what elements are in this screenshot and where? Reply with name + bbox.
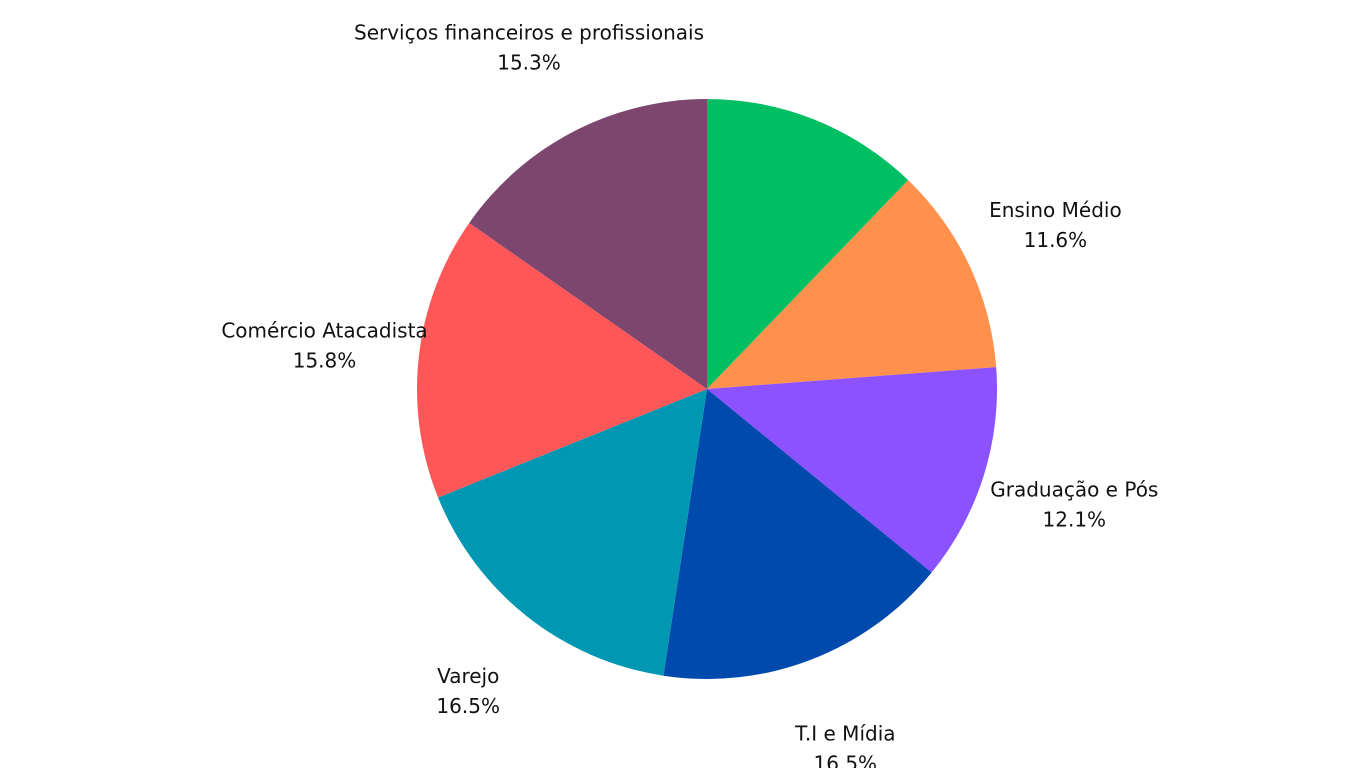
slice-percent-label: 16.5% [814, 751, 878, 768]
slice-percent-label: 11.6% [1024, 228, 1088, 252]
pie-labels: Ensino Médio 11.6% Graduação e Pós 12.1% T.I… [221, 21, 1158, 768]
pie-slice [707, 99, 909, 389]
pie-slice [707, 180, 997, 389]
pie-slice [416, 222, 707, 498]
slice-label: Comércio Atacadista [221, 319, 427, 343]
slice-label: Graduação e Pós [990, 478, 1158, 502]
slice-label: Ensino Médio [989, 198, 1122, 222]
slice-percent-label: 15.8% [293, 349, 357, 373]
pie-slice [707, 367, 998, 573]
pie-slice [438, 389, 707, 676]
slice-percent-label: 15.3% [497, 51, 561, 75]
slice-label: Varejo [437, 664, 499, 688]
slice-percent-label: 16.5% [436, 694, 500, 718]
pie-slice [663, 389, 932, 680]
pie-slice [469, 99, 707, 389]
slice-label: T.I e Mídia [794, 721, 895, 745]
slice-percent-label: 12.1% [1043, 508, 1107, 532]
slice-label: Serviços financeiros e profissionais [354, 21, 704, 45]
pie-slices [416, 99, 998, 680]
